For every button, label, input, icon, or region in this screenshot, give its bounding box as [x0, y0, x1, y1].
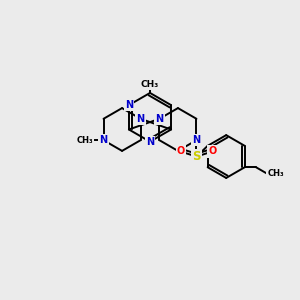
- Text: N: N: [146, 137, 154, 147]
- Text: CH₃: CH₃: [76, 136, 93, 145]
- Text: N: N: [100, 135, 108, 145]
- Text: N: N: [155, 114, 164, 124]
- Text: O: O: [208, 146, 216, 157]
- Text: N: N: [192, 135, 200, 145]
- Text: N: N: [136, 114, 145, 124]
- Text: S: S: [192, 150, 201, 163]
- Text: CH₃: CH₃: [267, 169, 284, 178]
- Text: O: O: [177, 146, 185, 157]
- Text: N: N: [125, 100, 133, 110]
- Text: CH₃: CH₃: [141, 80, 159, 88]
